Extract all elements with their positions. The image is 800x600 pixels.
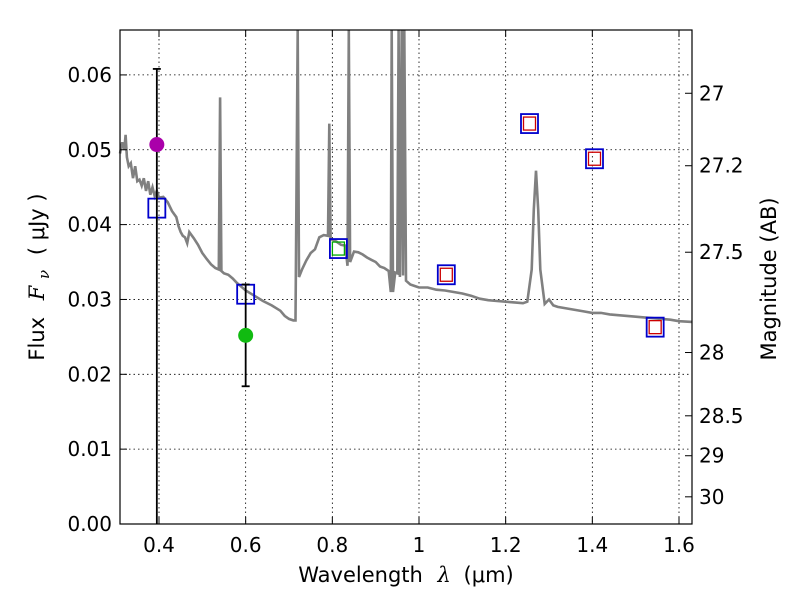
mag-tick-label: 30: [699, 485, 724, 509]
model-flux-box: [645, 316, 665, 338]
y-tick-label: 0.03: [67, 287, 112, 311]
model-inner-box: [331, 241, 346, 256]
model-inner-box: [522, 116, 537, 131]
spectrum-layer: [118, 29, 693, 324]
plot-frame: [119, 29, 693, 525]
x-tick-label: 1.4: [576, 533, 608, 557]
mag-tick-label: 28.5: [699, 404, 744, 428]
model-flux-box: [436, 264, 456, 286]
mag-tick-label: 27.5: [699, 240, 744, 264]
y-tick-label: 0.02: [67, 362, 112, 386]
model-flux-box: [520, 113, 539, 134]
model-flux-box: [328, 238, 348, 259]
axis-ticks: 0.4 0.6 0.8 1 1.2 1.4 1.6 0.00 0.01 0.02 0.03 0.04 0…: [67, 30, 744, 557]
model-flux-box: [585, 148, 604, 170]
y-tick-label: 0.06: [67, 63, 112, 87]
mag-tick-label: 28: [699, 341, 724, 365]
mag-tick-label: 27: [699, 81, 724, 105]
x-axis-label: Wavelength λ (μm): [298, 563, 513, 587]
observed-flux-point: [238, 327, 254, 343]
model-inner-box: [439, 267, 453, 282]
y-axis-label: Flux F ν ( μJy ): [25, 193, 54, 360]
y-tick-label: 0.05: [67, 138, 112, 162]
y-tick-label: 0.00: [67, 512, 112, 536]
mag-tick-label: 27.2: [699, 154, 744, 178]
spectrum-line: [118, 29, 693, 324]
y2-axis-label: Magnitude (AB): [757, 197, 781, 360]
observed-points: [149, 68, 254, 524]
mag-tick-label: 29: [699, 444, 724, 468]
x-tick-label: 1: [413, 533, 426, 557]
observed-flux-point: [149, 137, 165, 153]
y-tick-label: 0.01: [67, 437, 112, 461]
y-tick-label: 0.04: [67, 213, 112, 237]
model-points: [147, 113, 665, 338]
x-tick-label: 0.4: [143, 533, 175, 557]
x-tick-label: 1.2: [490, 533, 522, 557]
x-tick-label: 0.6: [230, 533, 262, 557]
model-inner-box: [587, 151, 602, 166]
x-tick-label: 0.8: [316, 533, 348, 557]
model-inner-box: [648, 319, 662, 335]
x-tick-label: 1.6: [663, 533, 695, 557]
